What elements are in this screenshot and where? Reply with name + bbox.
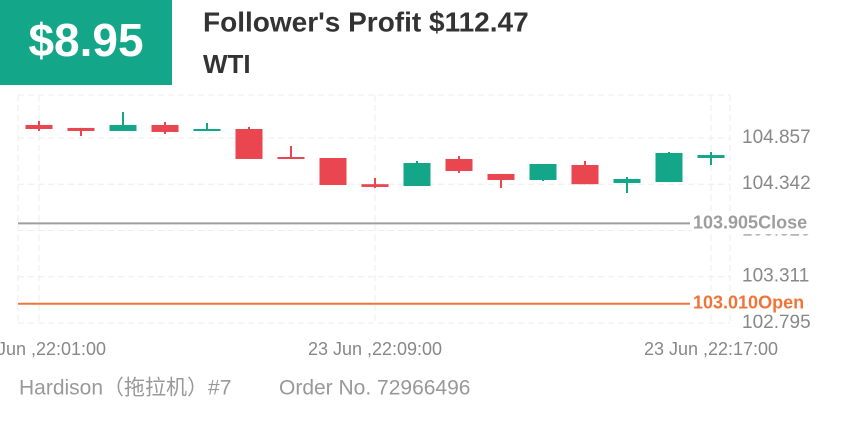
- reference-value: 103.905: [693, 212, 758, 232]
- candle-body: [361, 184, 389, 187]
- reference-label: 103.905Close: [693, 212, 807, 232]
- x-tick-label: 23 Jun ,22:01:00: [0, 339, 106, 359]
- candle-body: [613, 178, 641, 184]
- candle-body: [529, 164, 557, 180]
- candle-body: [697, 155, 725, 158]
- reference-name: Open: [758, 292, 804, 312]
- candle-body: [25, 124, 53, 130]
- candle-body: [655, 152, 683, 183]
- candle-body: [571, 164, 599, 185]
- reference-label: 103.010Open: [693, 292, 804, 312]
- candle-body: [67, 127, 95, 131]
- candle-body: [109, 124, 137, 131]
- reference-name: Close: [758, 212, 807, 232]
- candle-body: [277, 157, 305, 160]
- y-tick-label: 103.311: [742, 266, 809, 287]
- title: Follower's Profit $112.47: [203, 6, 529, 37]
- candle-body: [193, 129, 221, 132]
- x-tick-label: 23 Jun ,22:17:00: [644, 339, 778, 359]
- y-tick-label: 102.795: [742, 312, 811, 333]
- y-tick-label: 104.857: [742, 127, 811, 148]
- reference-label-bg: [692, 212, 816, 235]
- order-number: Order No. 72966496: [279, 377, 470, 400]
- y-tick-label: 104.342: [742, 173, 811, 194]
- candle-body: [403, 163, 431, 186]
- candle-body: [487, 173, 515, 180]
- symbol: WTI: [203, 49, 251, 79]
- candle-body: [151, 124, 179, 132]
- trader: Hardison（拖拉机）#7: [19, 377, 231, 400]
- reference-value: 103.010: [693, 292, 758, 312]
- candle-body: [319, 157, 347, 185]
- candle-body: [445, 158, 473, 171]
- x-tick-label: 23 Jun ,22:09:00: [308, 339, 442, 359]
- candle-body: [235, 129, 263, 159]
- profit-badge: $8.95: [28, 14, 143, 66]
- reference-label-bg: [692, 292, 816, 315]
- badge-bg: [0, 0, 172, 85]
